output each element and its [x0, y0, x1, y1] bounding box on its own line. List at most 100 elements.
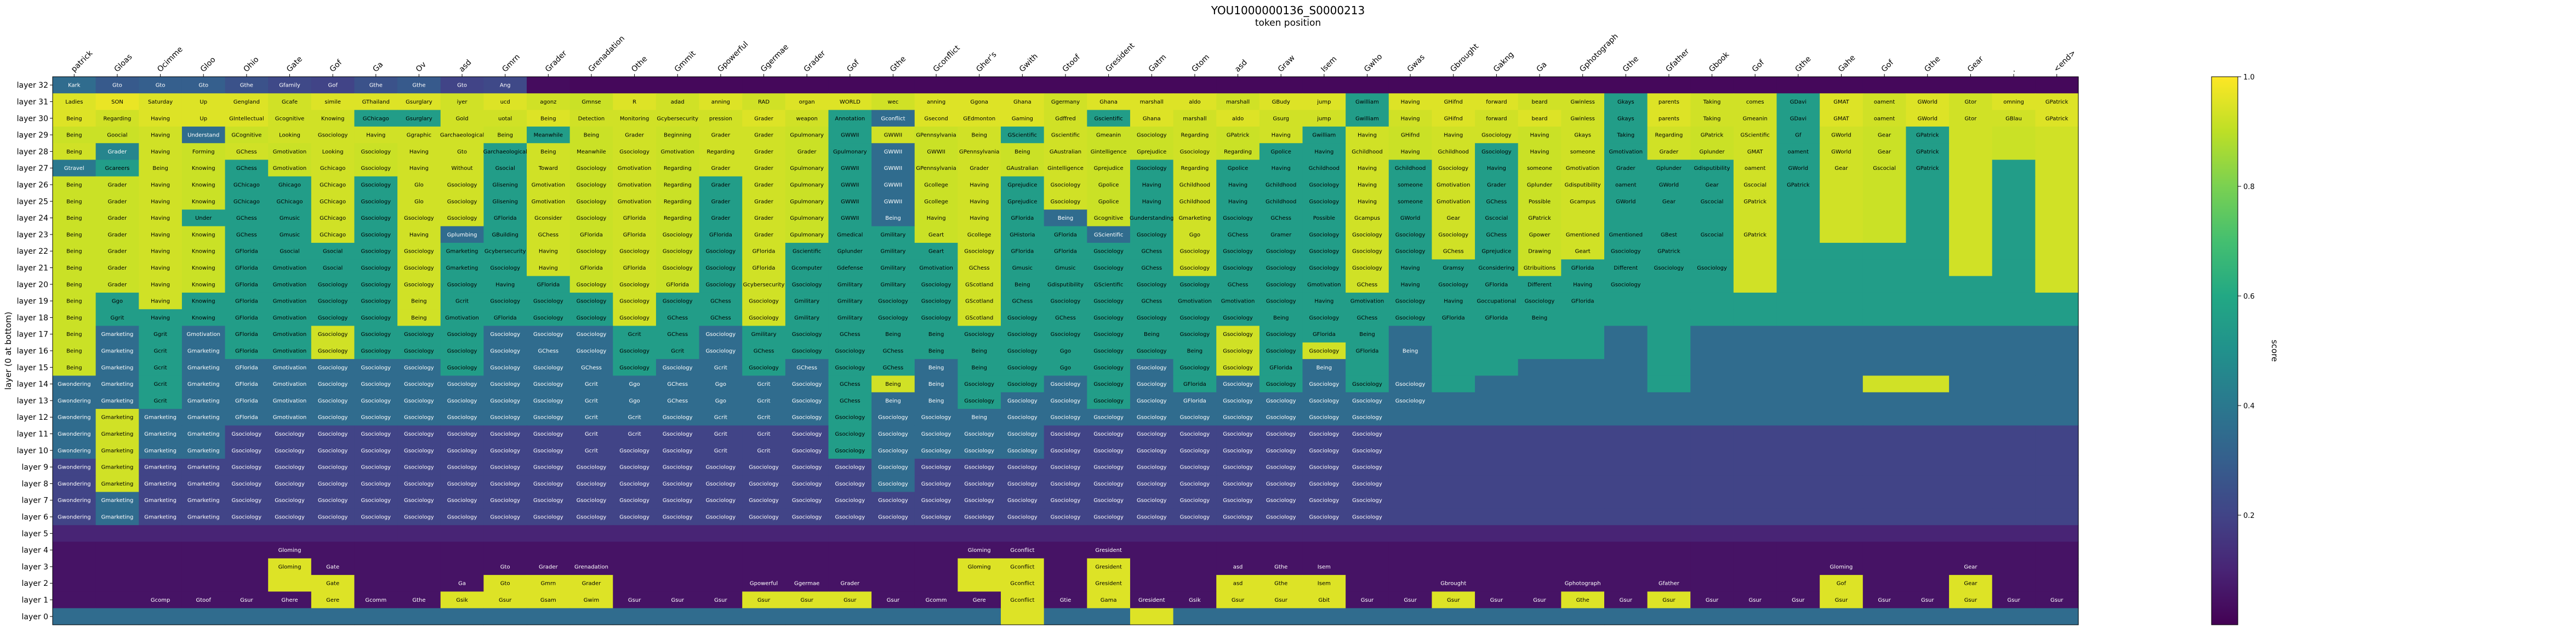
cell-label: R: [632, 99, 636, 105]
heatmap-cell: [742, 77, 786, 94]
heatmap-cell: [2035, 558, 2079, 575]
heatmap-cell: [397, 243, 441, 260]
cell-label: Gsociology: [1611, 249, 1641, 255]
cell-label: Gsociology: [1223, 215, 1253, 221]
heatmap-cell: [656, 525, 700, 543]
heatmap-cell: [225, 159, 269, 177]
cell-label: Isem: [1318, 564, 1331, 570]
heatmap-cell: [1130, 209, 1174, 227]
cell-label: Being: [66, 149, 82, 155]
cell-label: GPatrick: [1787, 182, 1810, 188]
cell-label: GChess: [1270, 215, 1291, 221]
heatmap-cell: [1906, 375, 1950, 393]
cell-label: Gsociology: [318, 349, 348, 355]
heatmap-cell: [569, 110, 613, 127]
heatmap-cell: [139, 558, 183, 575]
cell-label: Gsociology: [1137, 315, 1167, 321]
heatmap-cell: [1259, 110, 1303, 127]
column-label: Gphotograph: [1578, 32, 1620, 74]
heatmap-cell: [527, 93, 571, 111]
heatmap-cell: [1906, 243, 1950, 260]
heatmap-cell: [397, 326, 441, 343]
cell-label: Gsociology: [404, 332, 434, 338]
heatmap-cell: [1561, 425, 1605, 443]
cell-label: Gmotivation: [445, 315, 479, 321]
heatmap-cell: [1346, 209, 1389, 227]
heatmap-cell: [1862, 359, 1907, 377]
cell-label: Grader: [754, 133, 773, 139]
cell-label: Glo: [414, 182, 424, 188]
cell-label: Gsociology: [1051, 182, 1081, 188]
heatmap-cell: [1173, 259, 1217, 277]
heatmap-cell: [1518, 209, 1561, 227]
heatmap-cell: [1776, 226, 1820, 243]
cell-label: GPennsylvania: [916, 166, 956, 172]
heatmap-cell: [1346, 77, 1389, 94]
heatmap-cell: [1475, 276, 1519, 293]
heatmap-cell: [139, 575, 183, 592]
heatmap-cell: [311, 226, 355, 243]
heatmap-cell: [225, 608, 269, 625]
heatmap-cell: [958, 359, 1001, 377]
heatmap-cell: [1561, 176, 1605, 193]
cell-label: Ghana: [1013, 99, 1031, 105]
heatmap-cell: [1604, 243, 1648, 260]
cell-label: Annotation: [835, 116, 865, 122]
cell-label: Gsociology: [1223, 349, 1253, 355]
heatmap-cell: [1302, 77, 1346, 94]
row-label: layer 29: [17, 131, 48, 140]
cell-label: Gsocial: [280, 249, 299, 255]
cell-label: Gsociology: [663, 365, 693, 371]
heatmap-cell: [1001, 243, 1045, 260]
row-label: layer 17: [17, 330, 48, 339]
cell-label: Gsociology: [964, 498, 994, 504]
cell-label: Having: [151, 249, 170, 255]
cell-label: Gintelligence: [1091, 149, 1127, 155]
heatmap-cell: [53, 93, 96, 111]
heatmap-cell: [1862, 143, 1907, 161]
cell-label: Gramer: [1270, 232, 1292, 238]
column-label: Ocimme: [156, 45, 185, 74]
heatmap-cell: [1518, 226, 1561, 243]
cell-label: Being: [1532, 315, 1547, 321]
cell-label: Gsociology: [921, 431, 951, 437]
heatmap-cell: [95, 575, 139, 592]
heatmap-cell: [1733, 409, 1777, 426]
heatmap-cell: [914, 292, 959, 310]
heatmap-cell: [1820, 425, 1863, 443]
cell-label: Forming: [192, 149, 215, 155]
cell-label: Gsociology: [878, 415, 908, 421]
cell-label: Gsur: [844, 597, 857, 603]
heatmap-cell: [2035, 226, 2079, 243]
heatmap-cell: [1733, 342, 1777, 360]
heatmap-cell: [1432, 558, 1475, 575]
cell-label: Gsociology: [964, 481, 994, 487]
heatmap-cell: [1862, 442, 1907, 459]
heatmap-cell: [699, 392, 743, 409]
heatmap-cell: [1475, 375, 1519, 393]
heatmap-cell: [1561, 342, 1605, 360]
heatmap-cell: [1733, 110, 1777, 127]
heatmap-cell: [1906, 176, 1950, 193]
heatmap-cell: [2035, 392, 2079, 409]
cell-label: Gsociology: [1180, 149, 1210, 155]
cell-label: Gmotivation: [273, 415, 307, 421]
heatmap-cell: [1087, 126, 1131, 144]
heatmap-cell: [1604, 359, 1648, 377]
heatmap-cell: [1949, 159, 1993, 177]
cell-label: Gmotivation: [273, 381, 307, 387]
heatmap-cell: [1604, 176, 1648, 193]
heatmap-cell: [656, 276, 700, 293]
cell-label: Gsociology: [404, 498, 434, 504]
cell-label: Gsur: [671, 597, 685, 603]
heatmap-cell: [2035, 442, 2079, 459]
cell-label: GChess: [1141, 265, 1162, 271]
heatmap-cell: [613, 226, 657, 243]
heatmap-cell: [958, 259, 1001, 277]
heatmap-cell: [354, 525, 398, 543]
heatmap-cell: [1820, 475, 1863, 493]
heatmap-cell: [1388, 243, 1433, 260]
heatmap-cell: [311, 309, 355, 327]
cell-label: Gdisputibility: [1694, 166, 1730, 172]
heatmap-cell: [871, 342, 915, 360]
